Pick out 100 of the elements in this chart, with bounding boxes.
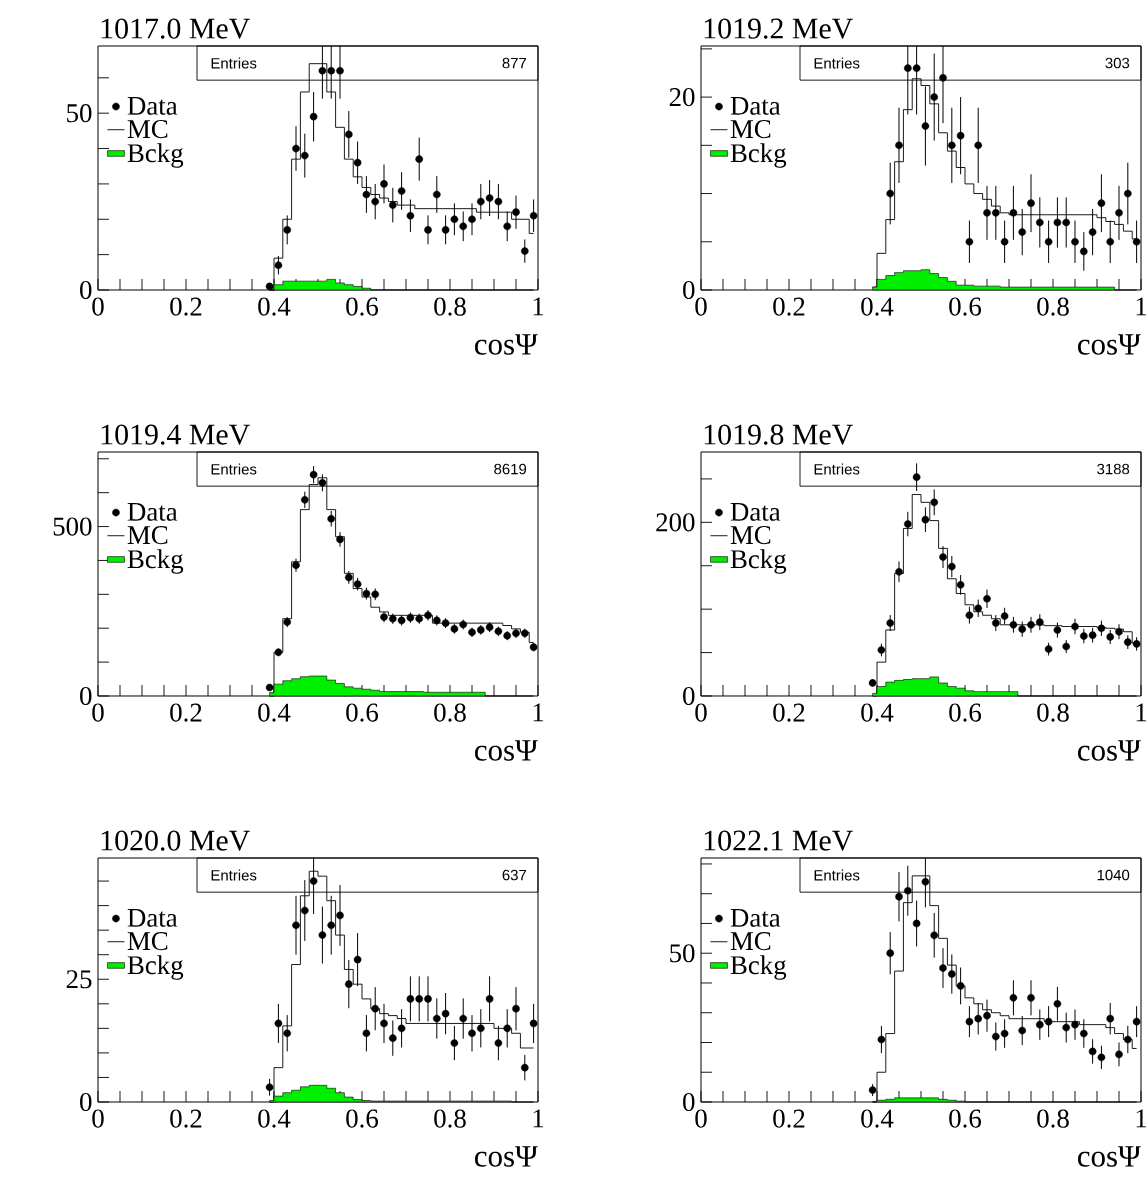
point <box>956 982 965 990</box>
annotation: Entries <box>211 463 257 475</box>
point <box>424 226 432 234</box>
point <box>1027 994 1035 1002</box>
x-tick-label: 0.6 <box>949 1109 982 1128</box>
point <box>868 1086 877 1094</box>
annotation: 1040 <box>1097 869 1130 881</box>
point <box>397 616 406 625</box>
point <box>327 921 335 930</box>
legend-label: MC <box>730 120 771 139</box>
legend-label: Data <box>730 908 781 927</box>
point <box>353 158 362 167</box>
point <box>529 211 538 220</box>
x-tick-label: 0.8 <box>434 297 466 316</box>
point <box>494 197 503 206</box>
x-tick-label: 0.4 <box>861 1109 894 1128</box>
point <box>485 995 494 1003</box>
point <box>948 970 956 978</box>
point <box>521 1063 529 1072</box>
legend-label: Data <box>127 96 178 115</box>
x-tick-label: 0.2 <box>170 1109 202 1128</box>
x-tick-label: 0.2 <box>773 703 805 722</box>
chart-title: 1020.0 MeV <box>101 830 250 851</box>
point <box>441 226 450 234</box>
y-tick-label: 0 <box>683 686 695 706</box>
point <box>265 1083 274 1092</box>
point <box>450 1039 459 1047</box>
point <box>939 553 947 561</box>
legend-label: Data <box>730 96 781 115</box>
x-tick-label: 1 <box>1136 297 1147 316</box>
annotation: Entries <box>211 869 257 881</box>
point <box>930 498 939 507</box>
point <box>1115 1050 1123 1059</box>
point <box>1062 1023 1071 1032</box>
point <box>477 1024 485 1033</box>
x-tick-label: 0.6 <box>346 297 379 316</box>
point <box>397 187 406 195</box>
point <box>441 619 450 627</box>
point <box>415 155 423 163</box>
x-tick-label: 0.2 <box>773 1109 805 1128</box>
x-tick-label: 0.4 <box>258 1109 291 1128</box>
x-tick-label: 0.4 <box>861 297 894 316</box>
x-tick-label: 0 <box>92 703 104 722</box>
point <box>1097 624 1106 633</box>
annotation: 8619 <box>494 463 527 475</box>
point <box>1027 199 1035 207</box>
point <box>1132 640 1141 648</box>
x-axis-title: cosΨ <box>475 740 538 761</box>
x-tick-label: 1 <box>533 703 544 722</box>
point <box>265 282 274 291</box>
annotation: 303 <box>1105 57 1130 69</box>
point <box>1071 622 1079 631</box>
point <box>1124 1035 1132 1044</box>
x-tick-label: 1 <box>1136 703 1147 722</box>
x-tick-label: 0.8 <box>1037 297 1069 316</box>
point <box>1036 1020 1044 1029</box>
point <box>371 1004 379 1013</box>
point <box>1036 218 1044 227</box>
point <box>1018 228 1027 236</box>
point <box>974 604 983 613</box>
y-tick-label: 200 <box>656 513 695 532</box>
point <box>441 1009 450 1018</box>
chart-title: 1019.8 MeV <box>704 424 853 445</box>
x-tick-label: 0.8 <box>1037 1109 1069 1128</box>
point <box>1080 632 1088 640</box>
x-tick-label: 0.4 <box>258 703 291 722</box>
point <box>1088 631 1097 640</box>
point <box>309 112 318 121</box>
point <box>1080 1029 1088 1038</box>
point <box>868 679 877 687</box>
x-axis-title: cosΨ <box>475 334 538 355</box>
point <box>877 1035 886 1044</box>
point <box>477 197 485 206</box>
point <box>1009 620 1018 629</box>
legend-label: MC <box>730 932 771 951</box>
point <box>301 906 309 915</box>
x-tick-label: 1 <box>533 1109 544 1128</box>
chart-title: 1022.1 MeV <box>704 830 853 851</box>
annotation: 3188 <box>1097 463 1130 475</box>
point <box>283 1029 291 1038</box>
point <box>327 514 335 523</box>
point <box>965 611 974 620</box>
point <box>992 619 1000 627</box>
point <box>965 237 974 246</box>
point <box>327 66 335 75</box>
point <box>371 197 379 206</box>
point <box>1044 645 1053 653</box>
point <box>1124 638 1132 646</box>
point <box>512 1004 520 1013</box>
x-tick-label: 0 <box>695 1109 707 1128</box>
point <box>974 141 983 150</box>
point <box>521 247 529 255</box>
point <box>956 581 965 589</box>
y-tick-label: 0 <box>80 280 92 300</box>
point <box>468 1029 476 1038</box>
point <box>1097 199 1106 207</box>
point <box>1106 633 1115 641</box>
point <box>406 211 415 220</box>
point <box>503 222 511 231</box>
point <box>353 580 362 588</box>
